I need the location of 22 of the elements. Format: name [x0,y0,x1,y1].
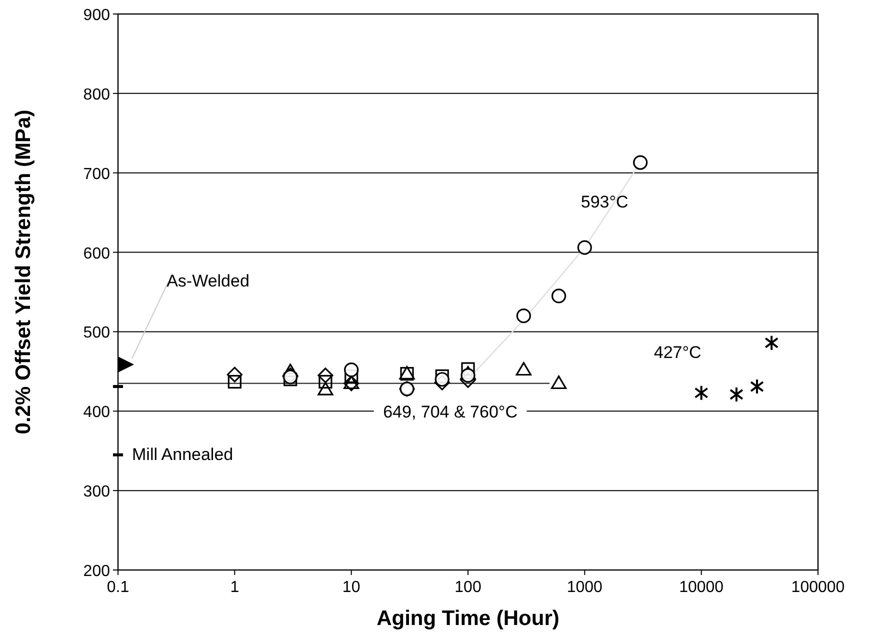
series-label: 427°C [654,342,702,362]
x-tick-label: 0.1 [106,579,130,596]
y-tick-label: 300 [83,484,110,501]
y-tick-label: 900 [83,7,110,24]
annotation: Mill Annealed [132,444,234,464]
x-tick-label: 1000 [566,579,603,596]
y-axis-title: 0.2% Offset Yield Strength (MPa) [12,110,35,434]
y-tick-label: 700 [83,166,110,183]
x-axis-title: Aging Time (Hour) [376,607,560,630]
x-tick-label: 10 [342,579,360,596]
x-tick-label: 1 [230,579,240,596]
annotation: As-Welded [166,272,250,291]
y-tick-label: 400 [83,404,110,422]
x-tick-label: 100 [454,579,482,596]
annotation: 649, 704 & 760°C [383,402,518,422]
y-tick-label: 600 [83,245,110,262]
x-tick-label: 10000 [679,579,724,596]
y-tick-label: 800 [83,86,110,104]
y-tick-label: 200 [83,563,110,580]
x-tick-label: 100000 [791,579,845,596]
y-tick-label: 500 [83,324,110,342]
series-label: 593°C [580,192,628,212]
